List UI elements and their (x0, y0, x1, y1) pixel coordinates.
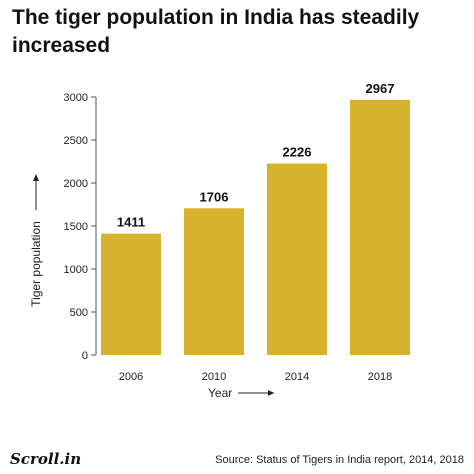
y-tick-label: 2000 (64, 178, 88, 190)
x-tick-label: 2018 (368, 371, 392, 383)
bar (184, 208, 244, 355)
y-tick-label: 2500 (64, 135, 88, 147)
bar-value-label: 2226 (283, 145, 312, 160)
bar (101, 233, 161, 355)
y-tick-label: 500 (70, 307, 88, 319)
y-tick-label: 1500 (64, 221, 88, 233)
bar-value-label: 2967 (366, 81, 395, 96)
bar (350, 99, 410, 355)
y-tick-label: 3000 (64, 92, 88, 104)
chart-title: The tiger population in India has steadi… (12, 6, 420, 57)
x-axis-label: Year (208, 386, 232, 400)
x-axis-arrow-head (268, 390, 274, 396)
bar-value-label: 1411 (117, 215, 145, 230)
bar (267, 163, 327, 355)
x-tick-label: 2010 (202, 371, 226, 383)
y-axis-arrow-head (33, 174, 39, 181)
brand-logo: Scroll.in (10, 450, 82, 468)
bar-value-label: 1706 (200, 189, 229, 204)
x-tick-label: 2014 (285, 371, 309, 383)
y-axis-label: Tiger population (29, 221, 43, 307)
x-tick-label: 2006 (119, 371, 143, 383)
source-note: Source: Status of Tigers in India report… (215, 454, 464, 466)
y-tick-label: 0 (82, 350, 88, 362)
y-tick-label: 1000 (64, 264, 88, 276)
